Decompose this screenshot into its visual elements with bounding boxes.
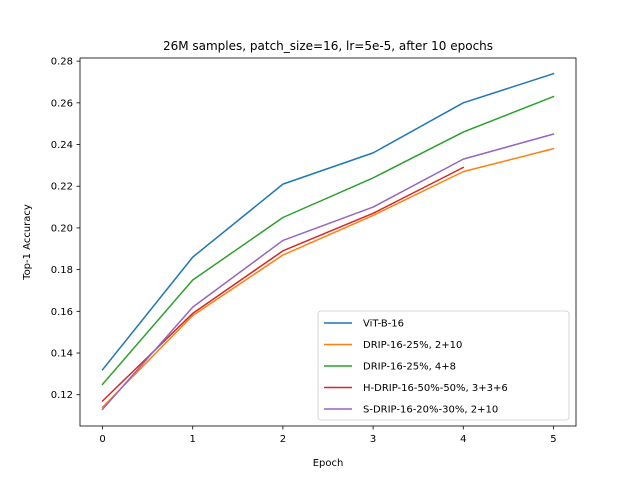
legend-label: S-DRIP-16-20%-30%, 2+10 (363, 405, 498, 416)
y-tick-label: 0.24 (51, 140, 73, 151)
y-tick-label: 0.14 (51, 349, 73, 360)
legend-label: ViT-B-16 (363, 319, 404, 330)
legend-label: H-DRIP-16-50%-50%, 3+3+6 (363, 383, 508, 394)
series-line-2 (101, 95, 555, 386)
legend: ViT-B-16 DRIP-16-25%, 2+10 DRIP-16-25%, 4+… (317, 310, 570, 421)
chart-title: 26M samples, patch_size=16, lr=5e-5, aft… (163, 39, 493, 53)
x-tick-label: 4 (460, 434, 466, 445)
y-tick-label: 0.22 (51, 182, 73, 193)
y-tick-label: 0.16 (51, 307, 73, 318)
series-line-0 (101, 72, 555, 371)
y-axis-title: Top-1 Accuracy (22, 204, 33, 281)
legend-label: DRIP-16-25%, 4+8 (363, 362, 456, 373)
plot-area: 0 1 2 3 4 5 0.12 0.14 0.16 0.18 0.20 0.22 0.24 0.26 0.… (51, 57, 577, 445)
x-tick-label: 5 (550, 434, 556, 445)
x-tick-label: 2 (280, 434, 286, 445)
series-line-4 (101, 133, 555, 411)
legend-box (317, 310, 570, 421)
series-line-3 (101, 166, 465, 403)
x-tick-label: 0 (99, 434, 105, 445)
x-tick-label: 3 (370, 434, 376, 445)
x-tick-label: 1 (190, 434, 196, 445)
y-tick-label: 0.28 (51, 57, 73, 68)
series-line-1 (101, 147, 555, 409)
y-tick-label: 0.12 (51, 390, 73, 401)
legend-label: DRIP-16-25%, 2+10 (363, 340, 462, 351)
y-tick-label: 0.20 (51, 223, 73, 234)
x-axis-title: Epoch (313, 458, 344, 469)
y-tick-label: 0.26 (51, 98, 73, 109)
axes-frame (79, 57, 577, 427)
y-tick-label: 0.18 (51, 265, 73, 276)
